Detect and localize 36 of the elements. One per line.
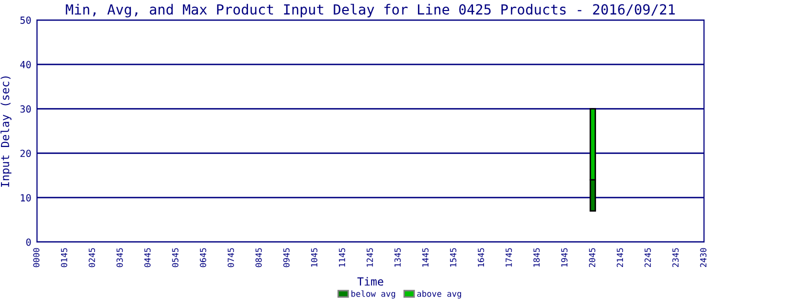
x-tick-label: 1645 — [478, 248, 484, 267]
x-tick-label: 0145 — [60, 248, 68, 268]
x-tick-label: 0945 — [283, 248, 290, 268]
x-tick-label: 0545 — [172, 248, 178, 268]
x-tick-label: 1845 — [533, 248, 540, 267]
x-tick-label: 1045 — [311, 248, 318, 267]
x-tick-label: 0345 — [116, 248, 123, 268]
y-tick-label: 40 — [20, 60, 31, 68]
legend-label: below avg — [351, 290, 396, 298]
x-tick-label: 1445 — [422, 248, 429, 267]
x-tick-label: 0445 — [144, 248, 151, 268]
y-tick-label: 10 — [20, 194, 31, 202]
x-tick-label: 1345 — [394, 248, 401, 267]
y-tick-label: 30 — [20, 105, 31, 113]
y-tick-label: 20 — [20, 150, 31, 158]
x-tick-label: 0845 — [255, 248, 262, 268]
x-tick-label: 1145 — [338, 248, 346, 267]
y-tick-label: 50 — [20, 16, 31, 24]
x-tick-label: 1745 — [506, 248, 512, 267]
y-axis-title: Input Delay (sec) — [0, 76, 12, 187]
x-tick-label: 2345 — [672, 248, 679, 268]
y-tick-label: 0 — [26, 238, 31, 246]
x-tick-label: 1245 — [366, 248, 373, 267]
x-tick-label: 2245 — [644, 248, 651, 268]
x-tick-label: 2145 — [616, 248, 624, 268]
x-tick-label: 2430 — [700, 248, 706, 268]
x-axis-title: Time — [357, 277, 384, 286]
x-tick-label: 0745 — [228, 248, 234, 268]
chart-title: Min, Avg, and Max Product Input Delay for Line 0425 Products - 2016/09/21 — [66, 4, 675, 18]
legend-label: above avg — [417, 290, 462, 298]
x-tick-label: 0000 — [33, 248, 40, 268]
x-tick-label: 2045 — [588, 248, 596, 268]
x-tick-label: 1545 — [450, 248, 456, 267]
x-tick-label: 1945 — [561, 248, 568, 267]
x-tick-label: 0645 — [200, 248, 206, 268]
x-tick-label: 0245 — [88, 248, 96, 268]
